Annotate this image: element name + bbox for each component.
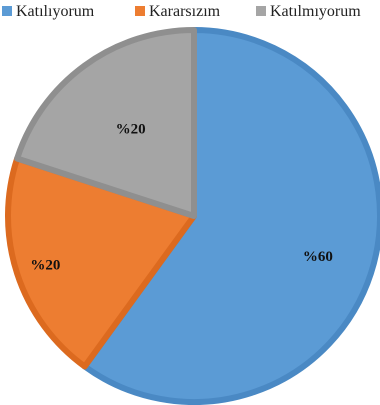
legend-item-kararsizim: Kararsızım (135, 1, 220, 23)
data-label-katiliyorum: %60 (303, 249, 333, 265)
pie-data-labels: %60 %20 %20 (30, 122, 332, 274)
pie-slice-kararsizim (5, 155, 197, 370)
data-label-kararsizim: %20 (30, 257, 60, 273)
legend-item-katilmiyorum: Katılmıyorum (256, 1, 361, 23)
legend-item-katiliyorum: Katılıyorum (2, 1, 94, 23)
legend-label-katiliyorum: Katılıyorum (16, 3, 95, 20)
legend-swatch-kararsizim (135, 6, 145, 17)
pie-slice-katiliyorum (81, 27, 380, 405)
pie-slice-katilmiyorum (14, 27, 197, 219)
legend-swatch-katiliyorum (2, 6, 12, 17)
legend-swatch-katilmiyorum (256, 6, 266, 17)
chart-legend: Katılıyorum Kararsızım Katılmıyorum (0, 1, 380, 23)
legend-label-katilmiyorum: Katılmıyorum (270, 3, 361, 20)
pie-slices (5, 27, 380, 405)
legend-label-kararsizim: Kararsızım (149, 3, 221, 20)
data-label-katilmiyorum: %20 (116, 122, 146, 138)
